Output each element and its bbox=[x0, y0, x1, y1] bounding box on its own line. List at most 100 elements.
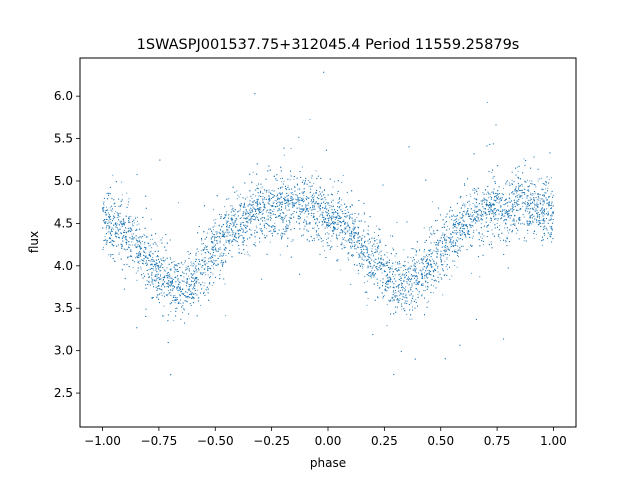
data-point bbox=[446, 258, 448, 260]
data-point bbox=[213, 219, 215, 221]
data-point bbox=[212, 209, 215, 211]
data-point bbox=[491, 229, 493, 231]
data-point bbox=[506, 236, 508, 238]
data-point bbox=[321, 211, 323, 213]
data-point bbox=[341, 243, 343, 245]
data-point bbox=[549, 232, 551, 234]
data-point bbox=[204, 245, 206, 247]
data-point bbox=[268, 200, 270, 202]
data-point bbox=[334, 218, 336, 221]
data-point bbox=[377, 296, 379, 298]
data-point bbox=[359, 264, 361, 266]
data-point bbox=[483, 199, 486, 201]
data-point bbox=[132, 267, 134, 269]
data-point bbox=[524, 201, 527, 203]
data-point bbox=[461, 227, 463, 230]
data-point bbox=[269, 241, 271, 243]
data-point bbox=[219, 246, 221, 249]
data-point bbox=[163, 275, 165, 277]
data-point bbox=[343, 245, 345, 247]
data-point bbox=[366, 250, 368, 252]
data-point bbox=[496, 222, 498, 225]
data-point bbox=[435, 280, 438, 282]
data-point bbox=[366, 233, 368, 235]
data-point bbox=[541, 213, 543, 215]
data-point bbox=[350, 242, 352, 244]
data-point bbox=[453, 264, 455, 266]
data-point bbox=[368, 255, 370, 257]
data-point bbox=[107, 231, 109, 233]
data-point bbox=[286, 230, 288, 232]
data-point bbox=[552, 194, 554, 197]
data-point bbox=[509, 209, 511, 211]
data-point bbox=[255, 209, 257, 211]
data-point bbox=[463, 203, 465, 205]
data-point bbox=[225, 314, 227, 317]
data-point bbox=[330, 224, 332, 226]
data-point bbox=[525, 205, 527, 207]
data-point bbox=[388, 287, 390, 289]
data-point bbox=[219, 242, 221, 244]
data-point bbox=[516, 195, 518, 197]
data-point bbox=[219, 253, 221, 255]
data-point bbox=[204, 271, 206, 273]
data-point bbox=[326, 202, 328, 204]
data-point bbox=[163, 315, 165, 317]
data-point bbox=[536, 216, 538, 219]
data-point bbox=[426, 301, 428, 304]
data-point bbox=[448, 247, 450, 249]
data-point bbox=[344, 231, 346, 233]
data-point bbox=[114, 213, 116, 215]
data-point bbox=[529, 180, 531, 182]
data-point bbox=[416, 278, 419, 280]
data-point bbox=[298, 203, 300, 206]
data-point bbox=[490, 202, 492, 204]
data-point bbox=[280, 209, 282, 212]
data-point bbox=[259, 208, 261, 211]
data-point bbox=[381, 272, 383, 274]
data-point bbox=[446, 257, 448, 259]
data-point bbox=[414, 249, 416, 251]
data-point bbox=[247, 253, 249, 255]
data-point bbox=[344, 239, 346, 241]
data-point bbox=[464, 206, 466, 208]
data-point bbox=[358, 247, 360, 249]
data-point bbox=[164, 259, 166, 261]
data-point bbox=[377, 245, 379, 247]
data-point bbox=[341, 199, 343, 201]
data-point bbox=[188, 270, 191, 272]
data-point bbox=[333, 230, 335, 232]
data-point bbox=[373, 231, 376, 234]
data-point bbox=[511, 220, 514, 222]
data-point bbox=[370, 254, 372, 256]
data-point bbox=[330, 240, 332, 242]
data-point bbox=[318, 207, 320, 209]
data-point bbox=[226, 211, 228, 213]
data-point bbox=[125, 249, 127, 251]
data-point bbox=[423, 227, 425, 229]
data-point bbox=[232, 225, 234, 227]
data-point bbox=[313, 195, 316, 197]
data-point bbox=[303, 209, 305, 211]
data-point bbox=[315, 229, 317, 232]
data-point bbox=[428, 300, 430, 302]
data-point bbox=[386, 282, 388, 284]
data-point bbox=[456, 266, 458, 268]
data-point bbox=[283, 154, 285, 156]
data-point bbox=[263, 234, 265, 236]
data-point bbox=[127, 204, 129, 206]
data-point bbox=[201, 243, 203, 245]
data-point bbox=[270, 214, 272, 216]
data-point bbox=[350, 238, 353, 240]
data-point bbox=[106, 224, 109, 227]
data-point bbox=[469, 194, 471, 196]
data-point bbox=[367, 297, 369, 300]
data-point bbox=[302, 201, 304, 203]
data-point bbox=[223, 231, 225, 234]
data-point bbox=[457, 222, 460, 225]
data-point bbox=[107, 212, 110, 214]
data-point bbox=[264, 220, 266, 222]
data-point bbox=[177, 279, 179, 281]
data-point bbox=[283, 180, 285, 182]
data-point bbox=[230, 223, 232, 225]
